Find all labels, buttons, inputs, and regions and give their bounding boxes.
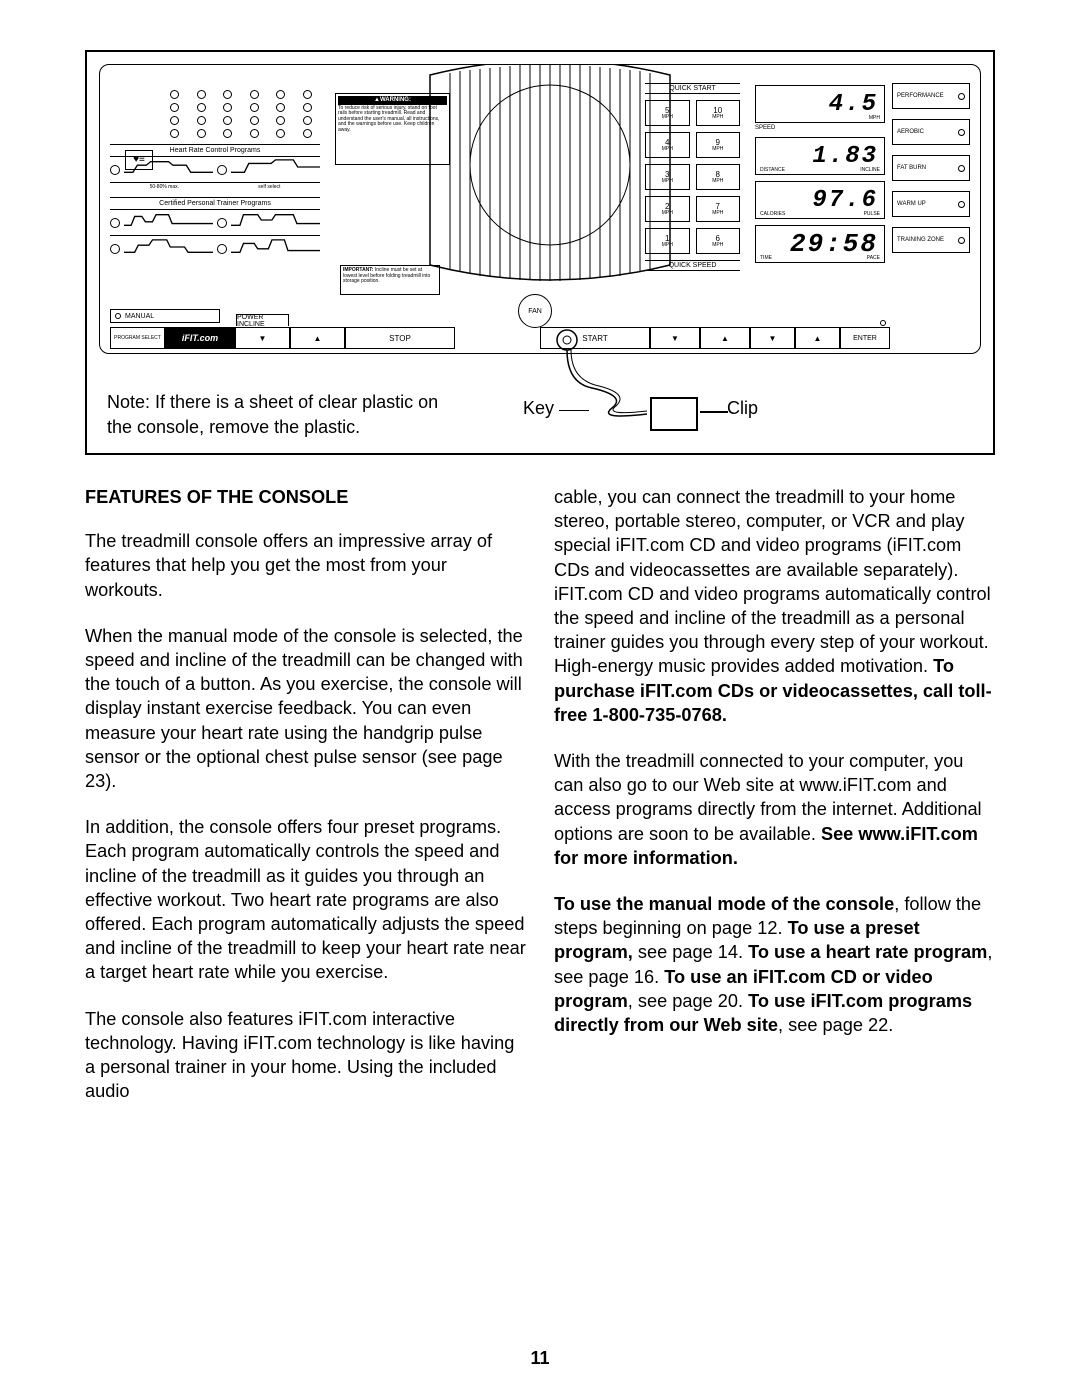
trainer-program-row-1 bbox=[110, 210, 320, 236]
program-select-button: PROGRAM SELECT bbox=[110, 327, 165, 349]
secondary-down-button bbox=[750, 327, 795, 349]
stop-button: STOP bbox=[345, 327, 455, 349]
para-1: The treadmill console offers an impressi… bbox=[85, 529, 526, 602]
fan-button: FAN bbox=[518, 294, 552, 328]
manual-label: MANUAL bbox=[110, 309, 220, 323]
clip-label: Clip bbox=[727, 398, 758, 419]
trainer-programs-label: Certified Personal Trainer Programs bbox=[110, 197, 320, 210]
incline-up-button bbox=[290, 327, 345, 349]
left-program-panel: ♥≡ Heart Rate Control Programs 50-80% ma… bbox=[110, 90, 320, 262]
console-diagram: ♥≡ Heart Rate Control Programs 50-80% ma… bbox=[99, 64, 981, 354]
clip-illustration bbox=[650, 397, 698, 431]
speed-5-button: 5MPH bbox=[645, 100, 690, 126]
column-right: cable, you can connect the treadmill to … bbox=[554, 485, 995, 1103]
speed-3-button: 3MPH bbox=[645, 164, 690, 190]
ifit-button: iFIT.com bbox=[165, 327, 235, 349]
section-heading: FEATURES OF THE CONSOLE bbox=[85, 485, 526, 509]
para-7: To use the manual mode of the console, f… bbox=[554, 892, 995, 1037]
speed-1-button: 1MPH bbox=[645, 228, 690, 254]
para-4: The console also features iFIT.com inter… bbox=[85, 1007, 526, 1104]
para-3: In addition, the console offers four pre… bbox=[85, 815, 526, 984]
body-text: FEATURES OF THE CONSOLE The treadmill co… bbox=[85, 485, 995, 1103]
para-5: cable, you can connect the treadmill to … bbox=[554, 485, 995, 727]
display-column: 4.5MPH SPEED 1.83DISTANCEINCLINE 97.6CAL… bbox=[755, 85, 885, 269]
speed-6-button: 6MPH bbox=[696, 228, 741, 254]
incline-down-button: POWER INCLINE bbox=[235, 327, 290, 349]
para-2: When the manual mode of the console is s… bbox=[85, 624, 526, 793]
time-pace-display: 29:58TIMEPACE bbox=[755, 225, 885, 263]
matrix-display bbox=[170, 90, 320, 138]
speed-2-button: 2MPH bbox=[645, 196, 690, 222]
hr-sub-1: 50-80% max. bbox=[150, 184, 179, 190]
speed-9-button: 9MPH bbox=[696, 132, 741, 158]
key-label: Key bbox=[523, 398, 554, 419]
quick-speed-label: QUICK SPEED bbox=[645, 260, 740, 271]
speed-8-button: 8MPH bbox=[696, 164, 741, 190]
mode-training: TRAINING ZONE bbox=[892, 227, 970, 253]
trainer-program-row-2 bbox=[110, 236, 320, 262]
quick-start-label: QUICK START bbox=[645, 83, 740, 94]
mode-aerobic: AEROBIC bbox=[892, 119, 970, 145]
speed-4-button: 4MPH bbox=[645, 132, 690, 158]
mode-performance: PERFORMANCE bbox=[892, 83, 970, 109]
key-leader-line bbox=[559, 410, 589, 412]
page-number: 11 bbox=[0, 1348, 1080, 1369]
enter-button: ENTER bbox=[840, 327, 890, 349]
bottom-button-strip: PROGRAM SELECT iFIT.com POWER INCLINE ST… bbox=[110, 327, 970, 349]
console-figure: ♥≡ Heart Rate Control Programs 50-80% ma… bbox=[85, 50, 995, 455]
hr-sub-2: self select bbox=[258, 184, 280, 190]
mode-fatburn: FAT BURN bbox=[892, 155, 970, 181]
calories-pulse-display: 97.6CALORIESPULSE bbox=[755, 181, 885, 219]
column-left: FEATURES OF THE CONSOLE The treadmill co… bbox=[85, 485, 526, 1103]
speed-display: 4.5MPH bbox=[755, 85, 885, 123]
heart-icon: ♥≡ bbox=[125, 150, 153, 170]
para-6: With the treadmill connected to your com… bbox=[554, 749, 995, 870]
speed-7-button: 7MPH bbox=[696, 196, 741, 222]
speaker-grille bbox=[420, 65, 680, 295]
figure-note: Note: If there is a sheet of clear plast… bbox=[107, 390, 447, 439]
quick-speed-column: QUICK START 5MPH 10MPH 4MPH 9MPH 3MPH 8M… bbox=[645, 83, 740, 271]
mode-warmup: WARM UP bbox=[892, 191, 970, 217]
speed-10-button: 10MPH bbox=[696, 100, 741, 126]
mode-indicators: PERFORMANCE AEROBIC FAT BURN WARM UP TRA… bbox=[892, 83, 970, 263]
clip-leader-line bbox=[700, 411, 728, 413]
distance-incline-display: 1.83DISTANCEINCLINE bbox=[755, 137, 885, 175]
secondary-up-button bbox=[795, 327, 840, 349]
